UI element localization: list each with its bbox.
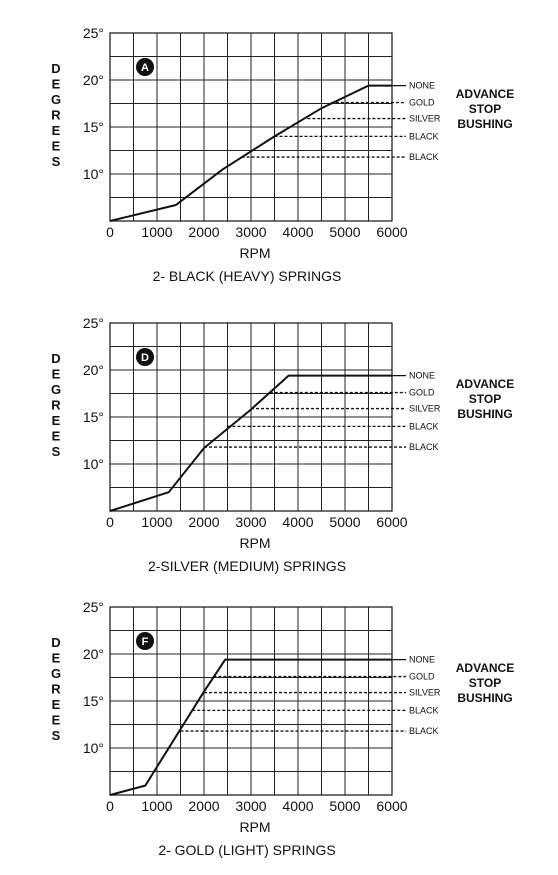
- x-tick-label: 5000: [329, 798, 360, 814]
- y-tick-label: 15°: [83, 693, 104, 709]
- x-tick-label: 2000: [188, 798, 219, 814]
- advance-curve-line: [109, 84, 392, 222]
- y-tick-label: 25°: [83, 599, 104, 615]
- stop-label-none: NONE: [409, 81, 435, 91]
- side-label-bushing: BUSHING: [457, 117, 512, 131]
- side-label-advance: ADVANCE: [456, 87, 514, 101]
- y-tick-label: 15°: [83, 119, 104, 135]
- side-label-stop: STOP: [469, 102, 501, 116]
- badge-circle: [136, 58, 154, 76]
- y-tick-label: 20°: [83, 72, 104, 88]
- stop-label-black: BLACK: [409, 421, 439, 431]
- x-tick-label: 4000: [282, 224, 313, 240]
- y-tick-label: 10°: [83, 740, 104, 756]
- side-label-stop: STOP: [469, 676, 501, 690]
- stop-label-black: BLACK: [409, 442, 439, 452]
- x-tick-label: 6000: [376, 514, 407, 530]
- x-tick-label: 1000: [141, 514, 172, 530]
- stop-label-none: NONE: [409, 371, 435, 381]
- y-tick-label: 25°: [83, 25, 104, 41]
- badge-letter: A: [141, 62, 149, 74]
- x-tick-label: 4000: [282, 514, 313, 530]
- y-tick-label: 15°: [83, 409, 104, 425]
- plot-frame: [109, 322, 393, 512]
- x-tick-label: 2000: [188, 224, 219, 240]
- x-tick-label: 0: [106, 798, 114, 814]
- stop-label-black: BLACK: [409, 726, 439, 736]
- badge-letter: D: [141, 352, 149, 364]
- stop-label-gold: GOLD: [409, 388, 435, 398]
- badge-letter: F: [142, 636, 149, 648]
- side-label-bushing: BUSHING: [457, 407, 512, 421]
- stop-label-silver: SILVER: [409, 688, 441, 698]
- chart-panel-f: 10° 15° 20° 25° 0 1000 2000 3000 4000 5000 6000 RPM…: [51, 599, 514, 858]
- x-axis-title: RPM: [239, 245, 270, 261]
- x-tick-label: 1000: [141, 798, 172, 814]
- plot-frame: [109, 606, 393, 796]
- side-label-bushing: BUSHING: [457, 691, 512, 705]
- stop-label-silver: SILVER: [409, 404, 441, 414]
- chart-caption: 2- BLACK (HEAVY) SPRINGS: [153, 268, 342, 284]
- x-tick-label: 5000: [329, 514, 360, 530]
- x-tick-label: 0: [106, 514, 114, 530]
- stop-label-gold: GOLD: [409, 672, 435, 682]
- badge-circle: [136, 348, 154, 366]
- x-axis-title: RPM: [239, 819, 270, 835]
- x-tick-label: 3000: [235, 224, 266, 240]
- x-axis-title: RPM: [239, 535, 270, 551]
- y-tick-label: 20°: [83, 362, 104, 378]
- advance-curve-line: [109, 374, 392, 512]
- y-tick-label: 20°: [83, 646, 104, 662]
- y-tick-label: 10°: [83, 456, 104, 472]
- chart-panel-a: 10° 15° 20° 25° 0 1000 2000 3000 4000 5000 6000 RPM…: [51, 25, 514, 284]
- chart-panel-d: 10° 15° 20° 25° 0 1000 2000 3000 4000 5000 6000 RPM…: [51, 315, 514, 574]
- y-tick-label: 25°: [83, 315, 104, 331]
- y-tick-label: 10°: [83, 166, 104, 182]
- x-tick-label: 2000: [188, 514, 219, 530]
- stop-label-gold: GOLD: [409, 98, 435, 108]
- stop-label-black: BLACK: [409, 131, 439, 141]
- x-tick-label: 1000: [141, 224, 172, 240]
- x-tick-label: 0: [106, 224, 114, 240]
- x-tick-label: 3000: [235, 514, 266, 530]
- stop-label-none: NONE: [409, 655, 435, 665]
- side-label-advance: ADVANCE: [456, 661, 514, 675]
- x-tick-label: 6000: [376, 224, 407, 240]
- stop-label-silver: SILVER: [409, 114, 441, 124]
- stop-label-black: BLACK: [409, 152, 439, 162]
- x-tick-label: 3000: [235, 798, 266, 814]
- x-tick-label: 6000: [376, 798, 407, 814]
- stop-label-black: BLACK: [409, 705, 439, 715]
- side-label-stop: STOP: [469, 392, 501, 406]
- side-label-advance: ADVANCE: [456, 377, 514, 391]
- advance-curve-line: [109, 658, 392, 796]
- chart-caption: 2-SILVER (MEDIUM) SPRINGS: [148, 558, 346, 574]
- badge-circle: [136, 632, 154, 650]
- x-tick-label: 5000: [329, 224, 360, 240]
- x-tick-label: 4000: [282, 798, 313, 814]
- chart-caption: 2- GOLD (LIGHT) SPRINGS: [158, 842, 335, 858]
- plot-frame: [109, 32, 393, 222]
